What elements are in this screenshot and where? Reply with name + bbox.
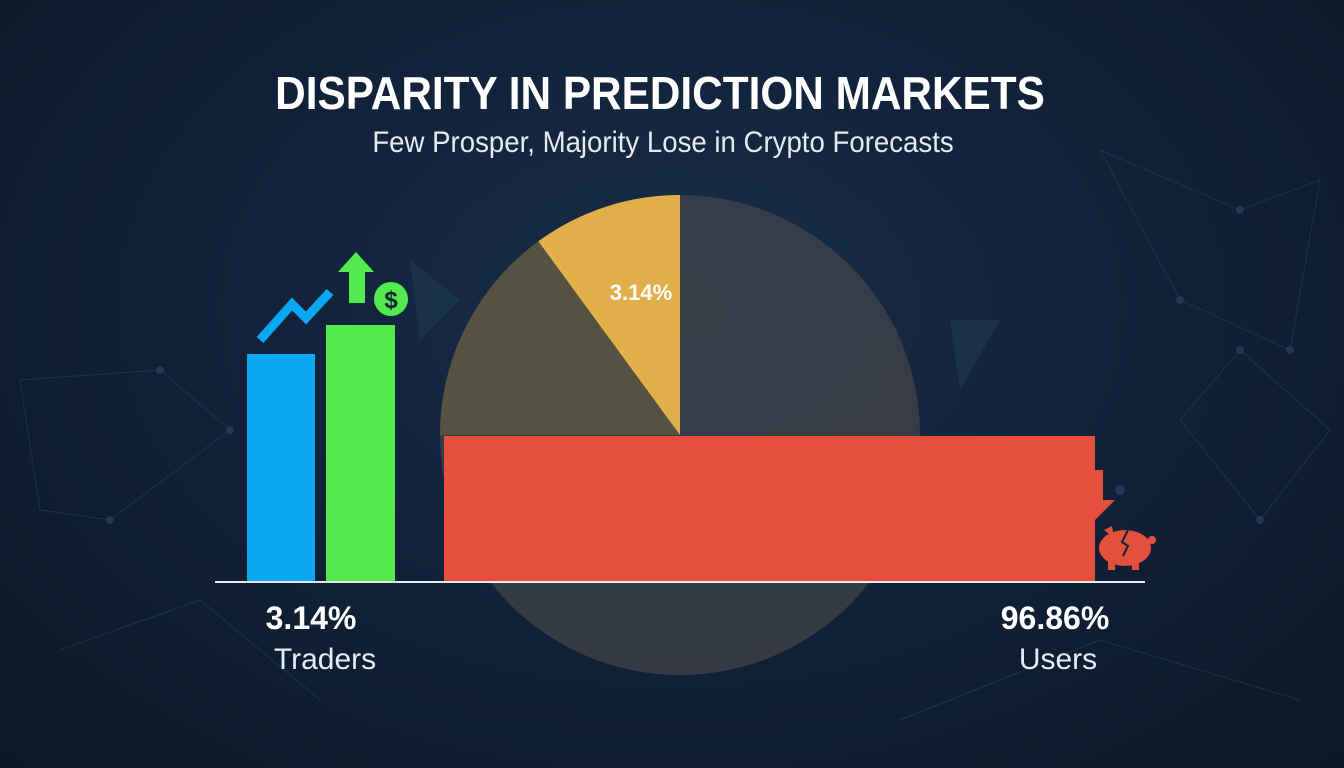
pie-slice-shadow xyxy=(440,238,680,435)
up-arrow-icon xyxy=(338,252,374,303)
trend-up-line-icon xyxy=(256,288,334,343)
bar-traders-blue xyxy=(247,354,315,582)
traders-percent: 3.14% xyxy=(265,600,357,636)
dollar-coin-icon: $ xyxy=(374,282,408,316)
bar-users xyxy=(444,436,1095,582)
broken-piggy-bank-icon xyxy=(1099,526,1156,570)
page-title: DISPARITY IN PREDICTION MARKETS xyxy=(275,67,1045,119)
dollar-sign: $ xyxy=(384,287,398,314)
bar-traders-green xyxy=(326,325,395,582)
traders-label: Traders xyxy=(273,643,377,676)
users-percent: 96.86% xyxy=(1000,600,1110,636)
down-arrow-icon xyxy=(1080,470,1115,520)
pie-chart xyxy=(440,195,920,675)
users-label: Users xyxy=(1018,643,1098,676)
page-subtitle: Few Prosper, Majority Lose in Crypto For… xyxy=(372,126,954,159)
pie-slice-minority xyxy=(538,195,680,435)
pie-slice-label: 3.14% xyxy=(610,280,672,305)
